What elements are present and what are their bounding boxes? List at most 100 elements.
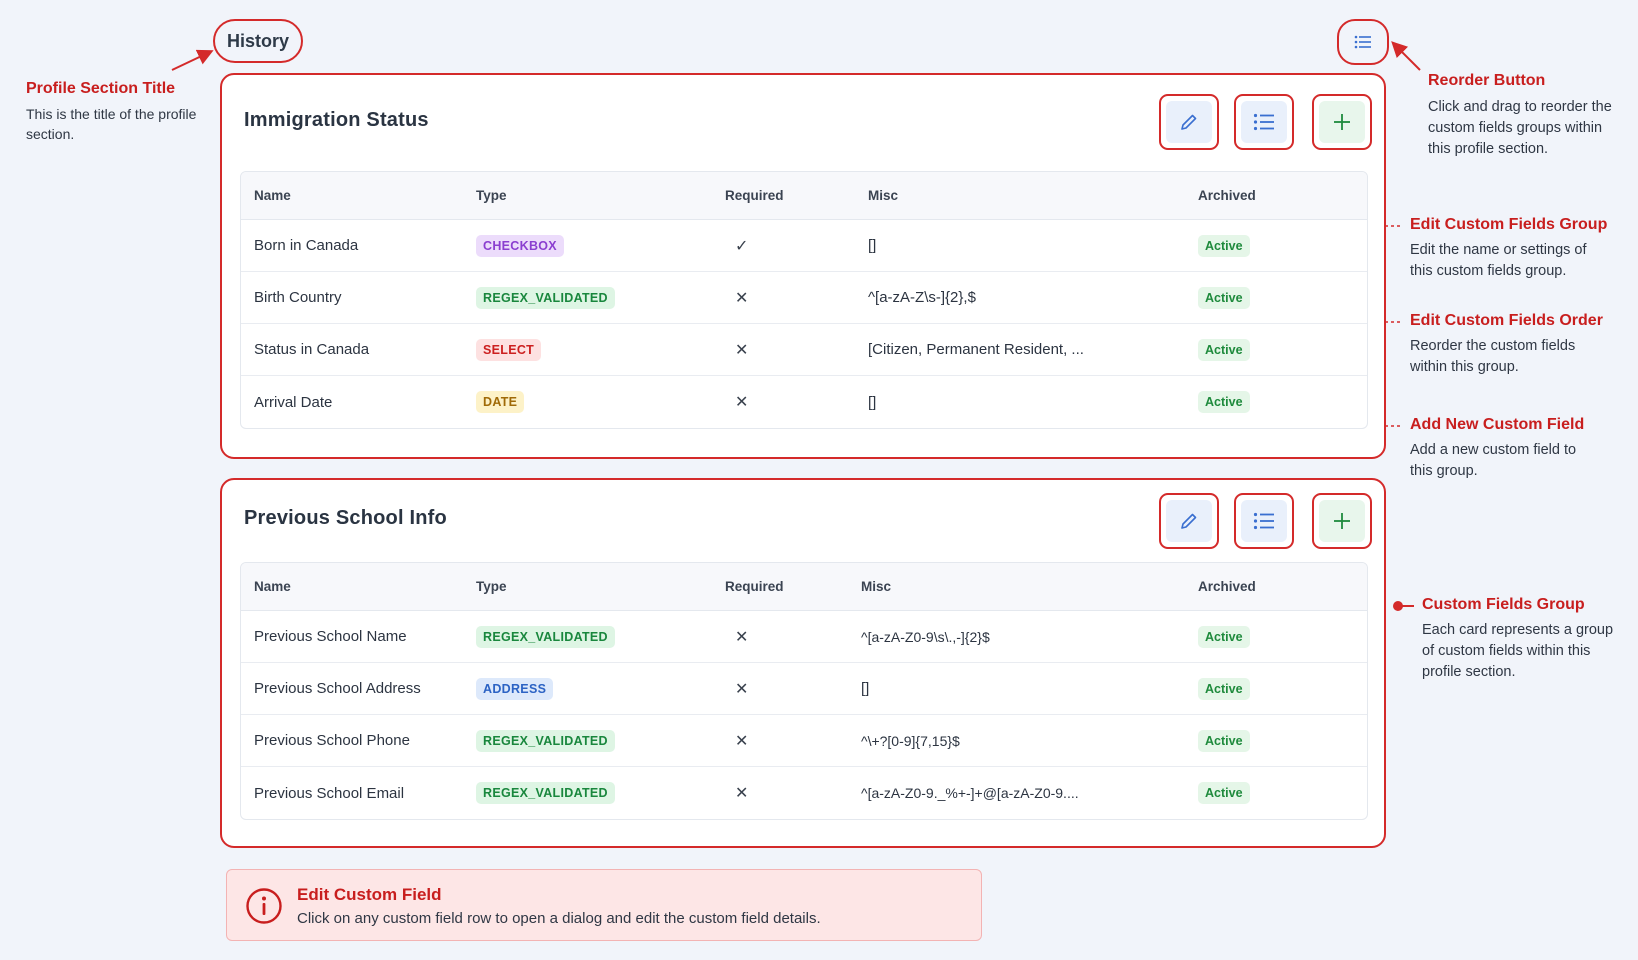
reorder-groups-button[interactable] <box>1337 19 1389 65</box>
status-badge: Active <box>1198 677 1250 700</box>
callout-text: Edit the name or settings of this custom… <box>1410 242 1587 279</box>
list-icon <box>1354 35 1371 49</box>
table-header: Name Type Required Misc Archived <box>241 563 1367 611</box>
list-icon <box>1253 113 1274 131</box>
field-name: Born in Canada <box>254 237 359 254</box>
callout-profile-section-title: Profile Section Title This is the title … <box>26 80 216 144</box>
callout-title: Add New Custom Field <box>1410 416 1585 433</box>
type-badge: DATE <box>476 391 525 413</box>
table-row[interactable]: Previous School Phone REGEX_VALIDATED ✕ … <box>241 715 1367 767</box>
type-badge: CHECKBOX <box>476 234 564 257</box>
x-icon: ✕ <box>735 680 749 698</box>
callout-edit-order: Edit Custom Fields Order Reorder the cus… <box>1410 312 1632 378</box>
field-name: Birth Country <box>254 289 342 306</box>
col-name: Name <box>254 188 291 203</box>
table-row[interactable]: Birth Country REGEX_VALIDATED ✕ ^[a-zA-Z… <box>241 272 1367 324</box>
field-misc: [Citizen, Permanent Resident, ... <box>868 341 1084 358</box>
status-badge: Active <box>1198 782 1250 804</box>
callout-reorder-button: Reorder Button Click and drag to reorder… <box>1428 72 1628 160</box>
type-badge: REGEX_VALIDATED <box>476 625 615 648</box>
table-row[interactable]: Arrival Date DATE ✕ [] Active <box>241 376 1367 428</box>
field-name: Previous School Address <box>254 680 421 697</box>
info-text: Click on any custom field row to open a … <box>297 910 821 927</box>
type-badge: REGEX_VALIDATED <box>476 286 615 309</box>
col-archived: Archived <box>1198 579 1256 594</box>
table-row[interactable]: Previous School Email REGEX_VALIDATED ✕ … <box>241 767 1367 819</box>
field-misc: ^\+?[0-9]{7,15}$ <box>861 732 960 749</box>
status-badge: Active <box>1198 234 1250 257</box>
x-icon: ✕ <box>735 394 749 411</box>
table-row[interactable]: Previous School Name REGEX_VALIDATED ✕ ^… <box>241 611 1367 663</box>
col-name: Name <box>254 579 291 594</box>
table-header: Name Type Required Misc Archived <box>241 172 1367 220</box>
type-badge: REGEX_VALIDATED <box>476 729 615 752</box>
x-icon: ✕ <box>735 732 749 750</box>
type-badge: ADDRESS <box>476 677 554 700</box>
callout-add-field: Add New Custom Field Add a new custom fi… <box>1410 416 1632 482</box>
callout-title: Profile Section Title <box>26 80 176 97</box>
col-type: Type <box>476 188 507 203</box>
add-custom-field-button[interactable] <box>1312 94 1372 150</box>
status-badge: Active <box>1198 729 1250 752</box>
field-misc: ^[a-zA-Z0-9._%+-]+@[a-zA-Z0-9.... <box>861 785 1079 801</box>
plus-icon <box>1334 114 1350 130</box>
field-name: Previous School Name <box>254 628 407 645</box>
callout-text: Each card represents a group of custom f… <box>1422 622 1614 680</box>
x-icon: ✕ <box>735 289 749 307</box>
col-required: Required <box>725 579 784 594</box>
edit-fields-order-button[interactable] <box>1234 94 1294 150</box>
edit-group-button[interactable] <box>1159 493 1219 549</box>
callout-fields-group: Custom Fields Group Each card represents… <box>1422 596 1632 683</box>
table-row[interactable]: Previous School Address ADDRESS ✕ [] Act… <box>241 663 1367 715</box>
field-misc: [] <box>868 237 877 254</box>
custom-fields-table: Name Type Required Misc Archived Born in… <box>240 171 1368 429</box>
custom-fields-group-card: Immigration Status Name Type Required <box>220 73 1386 459</box>
status-badge: Active <box>1198 286 1250 309</box>
callout-edit-group: Edit Custom Fields Group Edit the name o… <box>1410 216 1632 282</box>
info-icon <box>246 888 282 924</box>
field-name: Status in Canada <box>254 341 370 358</box>
callout-title: Edit Custom Fields Group <box>1410 216 1608 233</box>
pencil-icon <box>1181 513 1197 529</box>
field-misc: ^[a-zA-Z\s-]{2},$ <box>868 289 976 306</box>
col-required: Required <box>725 188 784 203</box>
field-misc: [] <box>861 680 870 697</box>
table-row[interactable]: Status in Canada SELECT ✕ [Citizen, Perm… <box>241 324 1367 376</box>
callout-title: Reorder Button <box>1428 72 1546 89</box>
group-title: Immigration Status <box>244 109 429 131</box>
col-type: Type <box>476 579 507 594</box>
field-name: Previous School Email <box>254 784 405 802</box>
table-row[interactable]: Born in Canada CHECKBOX ✓ [] Active <box>241 220 1367 272</box>
col-misc: Misc <box>861 579 892 594</box>
field-name: Previous School Phone <box>254 732 410 749</box>
callout-title: Custom Fields Group <box>1422 596 1585 613</box>
col-archived: Archived <box>1198 188 1256 203</box>
list-icon <box>1253 512 1274 530</box>
status-badge: Active <box>1198 391 1250 413</box>
col-misc: Misc <box>868 188 899 203</box>
edit-fields-order-button[interactable] <box>1234 493 1294 549</box>
check-icon: ✓ <box>735 237 749 255</box>
info-title: Edit Custom Field <box>297 885 442 904</box>
custom-fields-group-card: Previous School Info Name Type Requir <box>220 478 1386 848</box>
edit-group-button[interactable] <box>1159 94 1219 150</box>
status-badge: Active <box>1198 625 1250 648</box>
callout-title: Edit Custom Fields Order <box>1410 312 1603 329</box>
add-custom-field-button[interactable] <box>1312 493 1372 549</box>
field-misc: [] <box>868 393 877 411</box>
pencil-icon <box>1181 114 1197 130</box>
type-badge: SELECT <box>476 338 542 361</box>
callout-text: Reorder the custom fields within this gr… <box>1410 338 1576 375</box>
x-icon: ✕ <box>735 628 749 646</box>
callout-text: This is the title of the profile section… <box>26 106 197 142</box>
field-name: Arrival Date <box>254 393 333 411</box>
edit-custom-field-info-banner: Edit Custom Field Click on any custom fi… <box>226 869 982 941</box>
custom-fields-table: Name Type Required Misc Archived Previou… <box>240 562 1368 820</box>
history-button[interactable]: History <box>213 19 303 63</box>
callout-text: Click and drag to reorder the custom fie… <box>1428 99 1612 157</box>
type-badge: REGEX_VALIDATED <box>476 782 615 804</box>
x-icon: ✕ <box>735 785 749 802</box>
plus-icon <box>1334 513 1350 529</box>
group-title: Previous School Info <box>244 507 447 529</box>
x-icon: ✕ <box>735 341 749 359</box>
